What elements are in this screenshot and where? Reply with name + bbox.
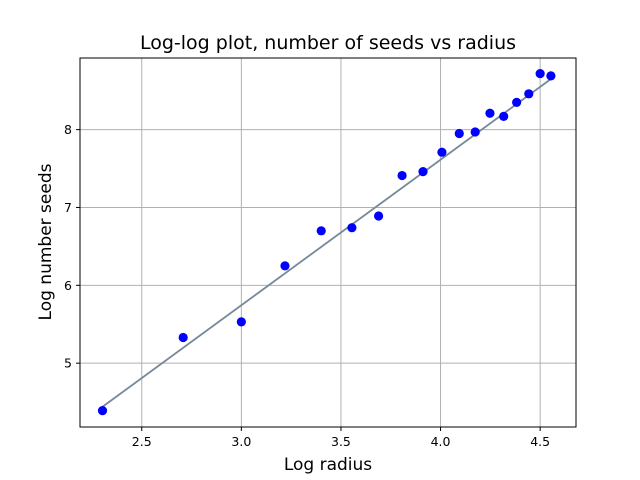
fit-line [101,78,552,408]
data-point [499,111,509,121]
y-tick-label: 6 [64,278,72,293]
data-point [535,68,545,79]
data-point [236,317,246,327]
fit-line-layer [101,78,552,408]
data-point [97,406,108,416]
plot-frame [79,57,577,428]
data-point [454,128,464,139]
x-tick-label: 3.0 [231,434,251,449]
y-tick-label: 5 [64,356,72,371]
data-point [280,261,290,271]
x-tick-label: 4.0 [431,434,451,449]
y-tick-label: 8 [64,122,72,137]
data-point [397,170,407,181]
x-tick-label: 3.5 [331,434,351,449]
y-axis-label: Log number seeds [36,163,56,320]
x-tick-label: 4.5 [530,434,550,449]
chart-title: Log-log plot, number of seeds vs radius [140,32,516,54]
data-point [418,167,428,177]
data-point [178,332,188,343]
data-point [512,97,522,107]
data-point [437,147,447,157]
data-point [347,223,357,233]
data-point [316,226,326,236]
data-point [470,127,480,137]
x-tick-label: 2.5 [132,434,152,449]
y-axis: 5 6 7 8 [64,122,80,371]
x-axis: 2.5 3.0 3.5 4.0 4.5 [132,427,550,449]
data-point [485,108,495,118]
points-layer [97,68,556,416]
y-tick-label: 7 [64,200,72,215]
data-point [373,211,384,221]
data-point [546,71,556,81]
data-point [524,89,534,99]
x-axis-label: Log radius [284,455,372,475]
